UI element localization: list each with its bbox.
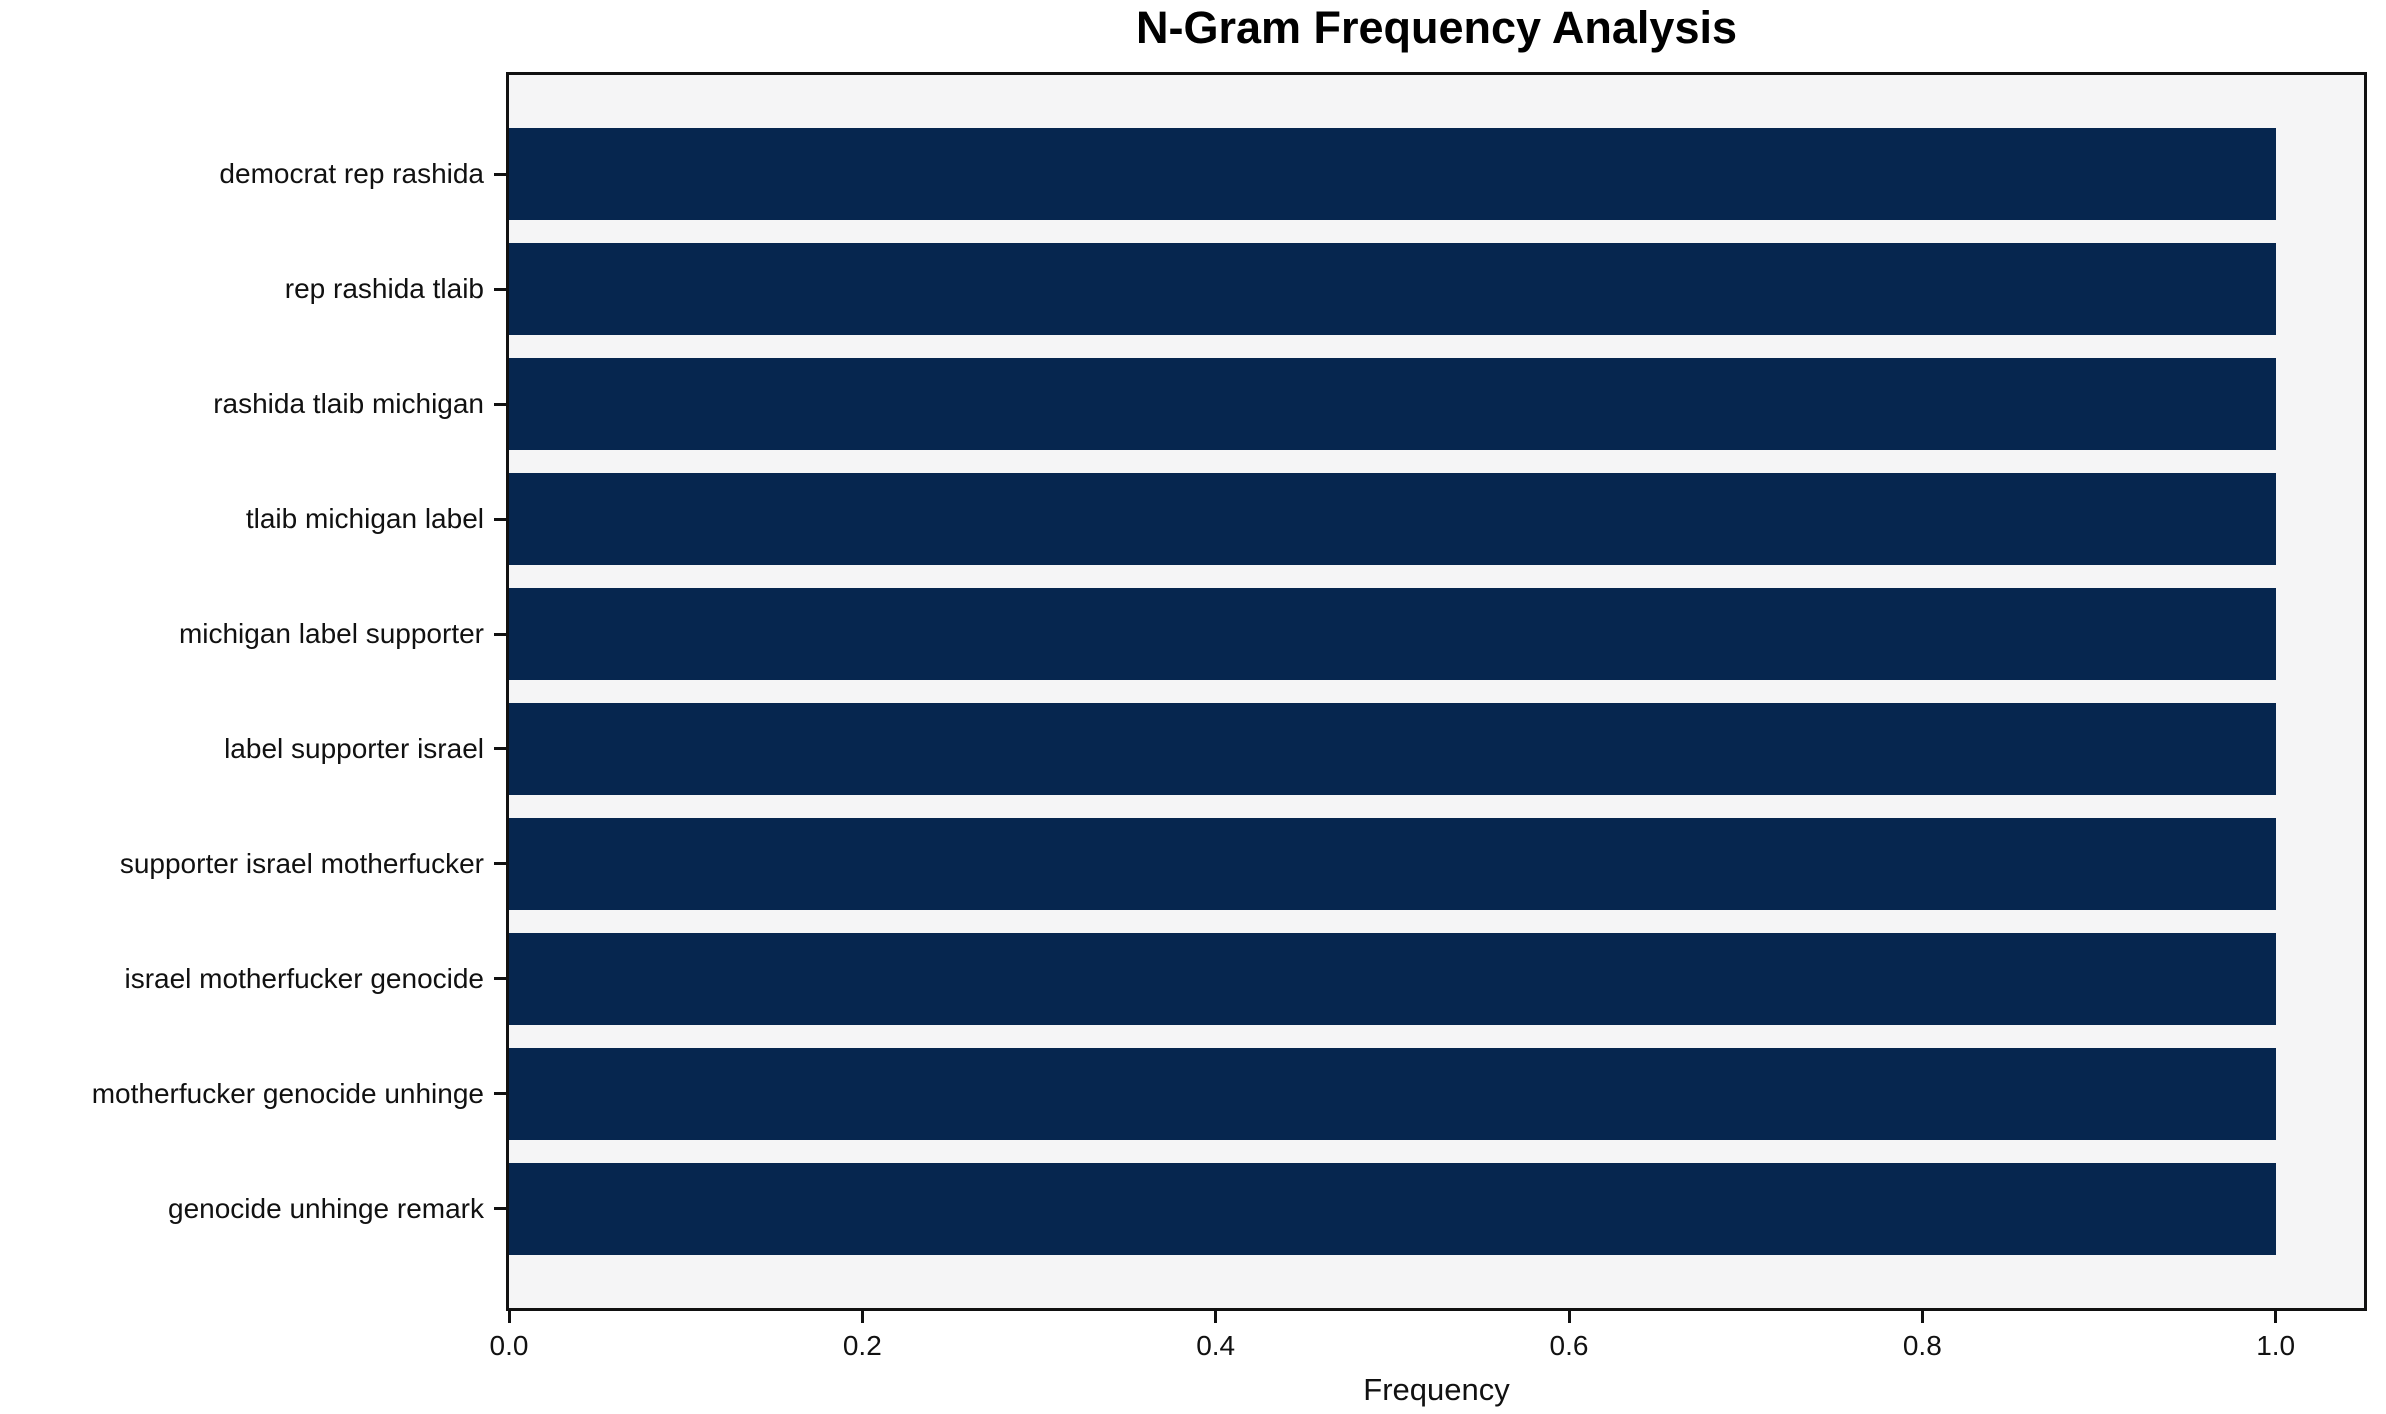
y-tick-label: rashida tlaib michigan <box>213 388 484 420</box>
x-tick-mark <box>1567 1311 1571 1323</box>
y-tick-label: motherfucker genocide unhinge <box>91 1077 484 1109</box>
y-tick-label: israel motherfucker genocide <box>124 962 484 994</box>
bar <box>509 358 2276 451</box>
bar <box>509 588 2276 681</box>
bar <box>509 473 2276 566</box>
x-axis-label: Frequency <box>1363 1372 1510 1407</box>
x-tick-label: 1.0 <box>2256 1330 2296 1361</box>
x-tick-mark <box>860 1311 864 1323</box>
y-tick-label: rep rashida tlaib <box>284 273 484 305</box>
y-tick-label: label supporter israel <box>224 732 484 764</box>
y-tick-mark <box>494 977 506 981</box>
y-tick-mark <box>494 1092 506 1096</box>
y-tick-mark <box>494 287 506 291</box>
bar <box>509 1047 2276 1140</box>
y-tick-label: democrat rep rashida <box>219 158 484 190</box>
y-tick-mark <box>494 1207 506 1211</box>
bar <box>509 1162 2276 1255</box>
bar <box>509 702 2276 795</box>
y-tick-label: tlaib michigan label <box>245 503 484 535</box>
x-tick-label: 0.4 <box>1196 1330 1236 1361</box>
y-tick-mark <box>494 172 506 176</box>
plot-area <box>506 72 2367 1311</box>
x-tick-label: 0.2 <box>842 1330 882 1361</box>
y-tick-mark <box>494 862 506 866</box>
x-tick-label: 0.8 <box>1902 1330 1942 1361</box>
x-tick-mark <box>1214 1311 1218 1323</box>
bar <box>509 817 2276 910</box>
y-tick-mark <box>494 517 506 521</box>
bar <box>509 128 2276 221</box>
chart-title: N-Gram Frequency Analysis <box>1135 2 1738 53</box>
x-tick-mark <box>2274 1311 2278 1323</box>
bar <box>509 243 2276 336</box>
y-tick-mark <box>494 402 506 406</box>
y-tick-mark <box>494 747 506 751</box>
y-tick-label: supporter israel motherfucker <box>119 847 484 879</box>
y-tick-label: michigan label supporter <box>178 618 484 650</box>
x-tick-label: 0.0 <box>489 1330 529 1361</box>
x-tick-label: 0.6 <box>1549 1330 1589 1361</box>
y-tick-label: genocide unhinge remark <box>168 1192 484 1224</box>
x-tick-mark <box>1920 1311 1924 1323</box>
y-tick-mark <box>494 632 506 636</box>
x-tick-mark <box>507 1311 511 1323</box>
bar <box>509 932 2276 1025</box>
